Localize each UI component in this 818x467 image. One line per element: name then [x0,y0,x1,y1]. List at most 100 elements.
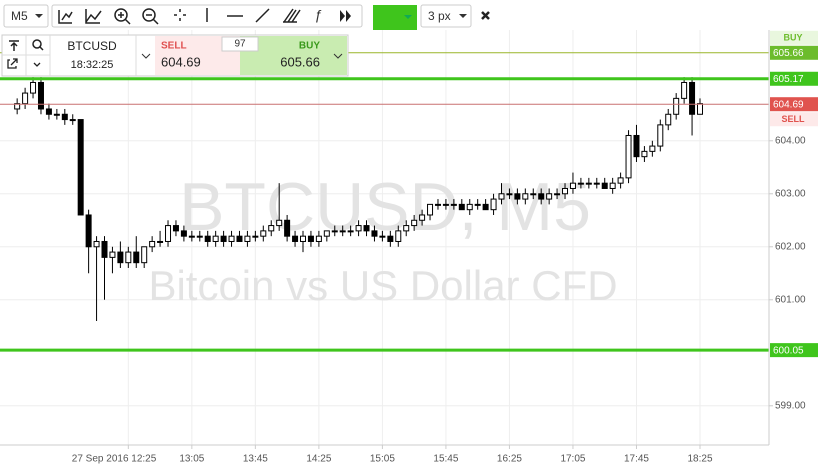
price-tag-label: 604.69 [773,99,804,110]
candle-body [363,225,370,232]
candle-body [165,225,172,242]
dropdown-arrow [459,14,467,18]
candle-body [276,219,283,227]
sell-price: 604.69 [161,54,201,69]
search-icon[interactable] [32,39,42,49]
candle-body [149,240,156,248]
candle-body [490,198,497,211]
color-picker[interactable] [373,5,417,30]
candle-body [673,97,680,115]
candle-body [228,235,235,242]
expand-icon[interactable] [33,62,41,67]
candle-body [284,219,291,237]
buy-dropdown[interactable] [330,36,347,75]
popout-icon[interactable] [7,58,18,69]
candle-body [427,203,434,216]
candle-body [101,240,108,258]
x-tick-label: 13:45 [243,454,268,465]
side-tag [770,30,818,45]
candle-body [45,108,52,115]
candle-body [419,214,426,221]
candle-body [387,235,394,242]
price-tag-label: 605.66 [773,48,804,59]
candle-body [323,230,330,237]
axes: 599.00 601.00 602.00 603.00 604.00 27 Sep 201… [72,30,818,465]
collapse-icon[interactable] [9,40,19,51]
candle-body [609,182,616,189]
candle-body [466,203,473,211]
candle-body [442,203,449,206]
candle-body [268,225,275,232]
candle-body [657,124,664,147]
buy-label: BUY [299,41,320,52]
candle-body [69,119,76,122]
candle-body [434,203,441,206]
close-icon[interactable] [481,11,490,20]
candle-body [633,134,640,158]
candle-body [403,225,410,232]
candle-body [681,81,688,99]
candle-body [220,235,227,242]
clock: 18:32:25 [71,59,114,71]
candle-body [93,240,100,248]
candle-body [347,230,354,233]
candle-body [188,235,195,238]
candle-body [22,92,29,105]
candle-body [601,182,608,189]
candle-body [395,230,402,242]
candle-body [141,246,148,264]
candle-body [474,203,481,206]
symbol-arrow[interactable] [141,53,151,59]
candle-body [538,193,545,200]
candle-body [641,150,648,158]
candle-body [172,225,179,232]
candle-body [212,235,219,242]
candle-body [30,81,37,94]
x-tick-label: 18:25 [687,454,712,465]
candle-body [117,251,124,264]
candle-body [649,145,656,152]
buy-arrow [333,53,343,59]
timeframe-dropdown[interactable] [3,4,49,28]
search-handle [39,46,44,51]
function-button[interactable]: ƒ [314,7,322,23]
side-tag [770,112,818,127]
candle-body [625,134,632,179]
price-tag [770,45,818,60]
quantity: 97 [234,39,246,50]
x-tick-label: 15:45 [433,454,458,465]
watermark-subtitle: Bitcoin vs US Dollar CFD [148,262,617,309]
line-width-dropdown[interactable] [420,4,472,28]
y-tick-label: 604.00 [775,135,806,146]
dropdown-arrow [35,14,43,18]
trendline-icon[interactable] [255,8,270,23]
candle-body [244,235,251,242]
trade-panel: BTCUSD 18:32:25 SELL 604.69 BUY 605.66 9… [1,34,349,77]
crosshair-icon[interactable] [58,10,73,24]
candle-body [307,235,314,242]
candle-body [180,230,187,237]
chart-icon[interactable] [85,9,102,24]
forward-icon[interactable] [340,10,351,22]
candle-body [617,177,624,184]
candle-body [562,187,569,195]
candle-body [665,113,672,126]
zoom-in-icon[interactable] [114,8,128,22]
fib-icon[interactable] [283,8,301,23]
candle-body [458,203,465,211]
candle-body [77,119,84,216]
candle-body [260,230,267,237]
x-tick-label: 13:05 [179,454,204,465]
candle-body [450,203,457,206]
zoom-out-icon[interactable] [142,8,156,22]
cross-icon[interactable] [174,9,186,21]
candle-body [14,103,21,110]
candle-body [109,251,116,258]
candle-body [339,230,346,233]
side-tag-label: BUY [783,33,802,43]
candle-body [300,235,306,242]
quantity-input[interactable] [221,36,259,52]
candle-body [514,193,521,200]
candle-body [569,182,576,189]
